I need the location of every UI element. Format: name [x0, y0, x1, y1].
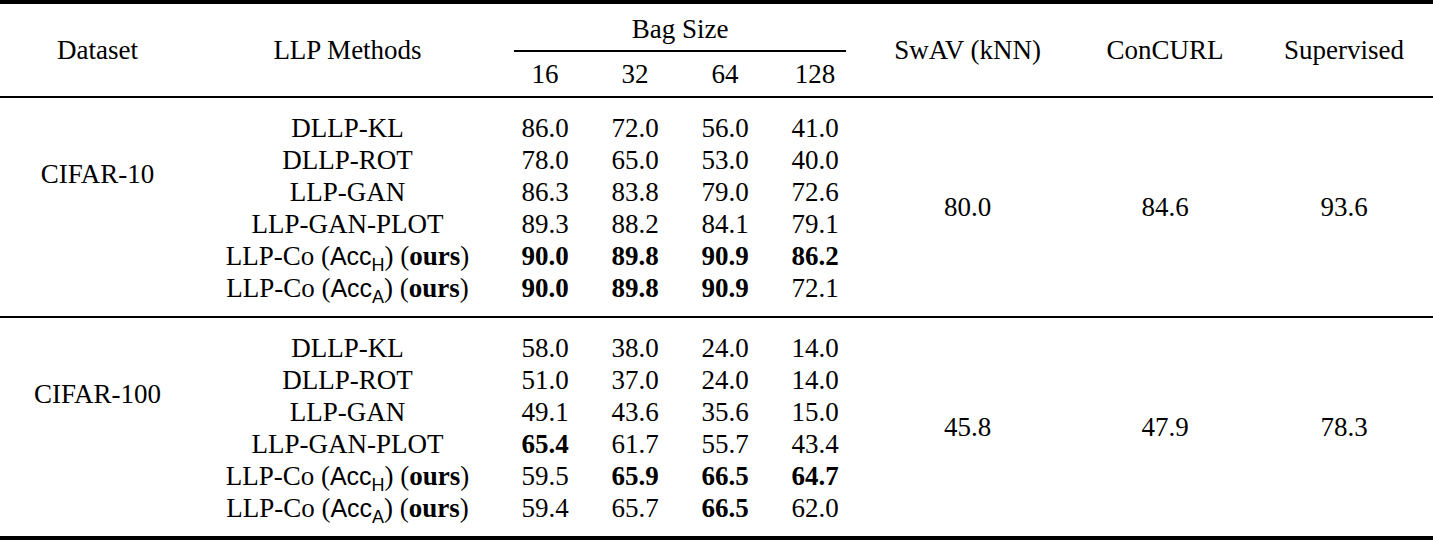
- value-cell: 14.0: [770, 364, 860, 396]
- value-cell: 41.0: [770, 97, 860, 144]
- header-bag-64: 64: [680, 52, 770, 97]
- value-cell: 89.8: [590, 272, 680, 317]
- table-row: CIFAR-10DLLP-KL86.072.056.041.080.084.69…: [0, 97, 1433, 144]
- header-dataset: Dataset: [0, 2, 195, 97]
- value-cell: 24.0: [680, 364, 770, 396]
- value-cell: 59.5: [500, 460, 590, 492]
- value-cell: 24.0: [680, 317, 770, 364]
- supervised-value: 93.6: [1255, 97, 1433, 317]
- supervised-value: 78.3: [1255, 317, 1433, 538]
- acc-metric-label: AccA: [330, 494, 384, 522]
- value-cell: 51.0: [500, 364, 590, 396]
- dataset-label: CIFAR-100: [0, 317, 195, 538]
- value-cell: 90.9: [680, 240, 770, 272]
- value-cell: 49.1: [500, 396, 590, 428]
- value-cell: 35.6: [680, 396, 770, 428]
- value-cell: 72.6: [770, 176, 860, 208]
- table-section-cifar-100: CIFAR-100DLLP-KL58.038.024.014.045.847.9…: [0, 317, 1433, 538]
- method-label: DLLP-ROT: [195, 144, 500, 176]
- method-label: LLP-Co (AccH) (ours): [195, 240, 500, 272]
- value-cell: 58.0: [500, 317, 590, 364]
- value-cell: 66.5: [680, 492, 770, 538]
- value-cell: 84.1: [680, 208, 770, 240]
- header-supervised: Supervised: [1255, 2, 1433, 97]
- acc-metric-label: AccH: [330, 242, 385, 270]
- value-cell: 90.9: [680, 272, 770, 317]
- header-bag-128: 128: [770, 52, 860, 97]
- value-cell: 65.0: [590, 144, 680, 176]
- method-label: LLP-GAN-PLOT: [195, 428, 500, 460]
- header-concurl: ConCURL: [1075, 2, 1255, 97]
- bag-size-label: Bag Size: [514, 13, 846, 52]
- value-cell: 53.0: [680, 144, 770, 176]
- value-cell: 72.1: [770, 272, 860, 317]
- dataset-label: CIFAR-10: [0, 97, 195, 317]
- value-cell: 79.0: [680, 176, 770, 208]
- value-cell: 15.0: [770, 396, 860, 428]
- acc-metric-label: AccA: [330, 274, 384, 302]
- value-cell: 90.0: [500, 240, 590, 272]
- table-section-cifar-10: CIFAR-10DLLP-KL86.072.056.041.080.084.69…: [0, 97, 1433, 317]
- swav-value: 80.0: [860, 97, 1075, 317]
- value-cell: 86.0: [500, 97, 590, 144]
- value-cell: 37.0: [590, 364, 680, 396]
- concurl-value: 47.9: [1075, 317, 1255, 538]
- value-cell: 79.1: [770, 208, 860, 240]
- value-cell: 59.4: [500, 492, 590, 538]
- value-cell: 38.0: [590, 317, 680, 364]
- value-cell: 43.4: [770, 428, 860, 460]
- value-cell: 64.7: [770, 460, 860, 492]
- value-cell: 65.4: [500, 428, 590, 460]
- value-cell: 78.0: [500, 144, 590, 176]
- header-bag-size: Bag Size: [500, 2, 860, 52]
- value-cell: 14.0: [770, 317, 860, 364]
- table-row: CIFAR-100DLLP-KL58.038.024.014.045.847.9…: [0, 317, 1433, 364]
- value-cell: 61.7: [590, 428, 680, 460]
- value-cell: 89.3: [500, 208, 590, 240]
- value-cell: 65.7: [590, 492, 680, 538]
- method-label: LLP-Co (AccA) (ours): [195, 492, 500, 538]
- method-label: DLLP-KL: [195, 317, 500, 364]
- value-cell: 72.0: [590, 97, 680, 144]
- table-header: Dataset LLP Methods Bag Size SwAV (kNN) …: [0, 2, 1433, 97]
- value-cell: 62.0: [770, 492, 860, 538]
- method-label: DLLP-ROT: [195, 364, 500, 396]
- header-llp-methods: LLP Methods: [195, 2, 500, 97]
- value-cell: 89.8: [590, 240, 680, 272]
- value-cell: 55.7: [680, 428, 770, 460]
- method-label: LLP-GAN: [195, 396, 500, 428]
- value-cell: 86.2: [770, 240, 860, 272]
- results-table: Dataset LLP Methods Bag Size SwAV (kNN) …: [0, 0, 1433, 540]
- header-bag-16: 16: [500, 52, 590, 97]
- value-cell: 43.6: [590, 396, 680, 428]
- value-cell: 40.0: [770, 144, 860, 176]
- value-cell: 83.8: [590, 176, 680, 208]
- swav-value: 45.8: [860, 317, 1075, 538]
- header-swav: SwAV (kNN): [860, 2, 1075, 97]
- acc-metric-label: AccH: [330, 462, 385, 490]
- value-cell: 88.2: [590, 208, 680, 240]
- method-label: LLP-GAN: [195, 176, 500, 208]
- method-label: LLP-Co (AccA) (ours): [195, 272, 500, 317]
- value-cell: 86.3: [500, 176, 590, 208]
- method-label: DLLP-KL: [195, 97, 500, 144]
- value-cell: 65.9: [590, 460, 680, 492]
- header-bag-32: 32: [590, 52, 680, 97]
- value-cell: 90.0: [500, 272, 590, 317]
- header-row: Dataset LLP Methods Bag Size SwAV (kNN) …: [0, 2, 1433, 52]
- value-cell: 66.5: [680, 460, 770, 492]
- value-cell: 56.0: [680, 97, 770, 144]
- method-label: LLP-GAN-PLOT: [195, 208, 500, 240]
- concurl-value: 84.6: [1075, 97, 1255, 317]
- method-label: LLP-Co (AccH) (ours): [195, 460, 500, 492]
